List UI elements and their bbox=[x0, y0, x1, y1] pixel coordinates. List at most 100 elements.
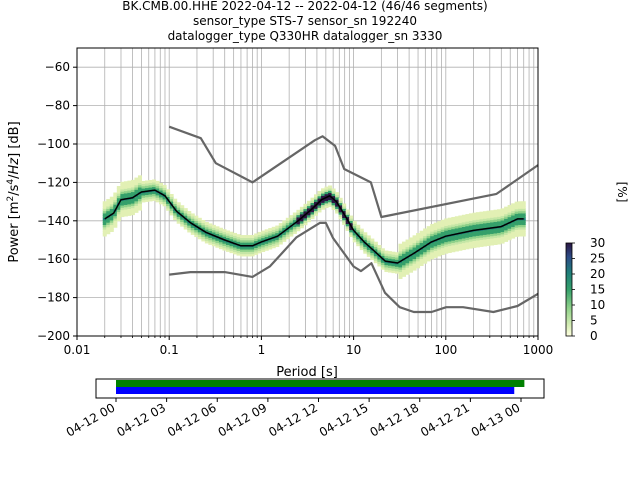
heatmap-cell bbox=[391, 267, 396, 271]
heatmap-cell bbox=[521, 208, 526, 212]
heatmap-cell bbox=[243, 237, 248, 241]
heatmap-cell bbox=[250, 237, 255, 241]
heatmap-cell bbox=[409, 258, 414, 262]
heatmap-cell bbox=[190, 224, 195, 228]
heatmap-cell bbox=[313, 210, 318, 214]
heatmap-cell bbox=[229, 233, 234, 237]
heatmap-cell bbox=[180, 223, 185, 227]
heatmap-cell bbox=[482, 213, 487, 217]
heatmap-cell bbox=[116, 186, 121, 190]
heatmap-cell bbox=[225, 230, 230, 234]
heatmap-cell bbox=[183, 215, 188, 219]
heatmap-cell bbox=[137, 207, 142, 211]
heatmap-cell bbox=[486, 238, 491, 242]
heatmap-cell bbox=[187, 224, 192, 228]
heatmap-cell bbox=[271, 226, 276, 230]
heatmap-cell bbox=[130, 189, 135, 193]
heatmap-cell bbox=[521, 219, 526, 223]
heatmap-cell bbox=[176, 218, 181, 222]
heatmap-cell bbox=[296, 216, 301, 220]
heatmap-cell bbox=[451, 244, 456, 248]
title-line-1: BK.CMB.00.HHE 2022-04-12 -- 2022-04-12 (… bbox=[122, 0, 487, 13]
heatmap-cell bbox=[366, 237, 371, 241]
heatmap-cell bbox=[130, 207, 135, 211]
heatmap-cell bbox=[134, 191, 139, 195]
heatmap-cell bbox=[507, 230, 512, 234]
heatmap-cell bbox=[271, 238, 276, 242]
heatmap-cell bbox=[345, 216, 350, 220]
heatmap-cell bbox=[306, 200, 311, 204]
heatmap-cell bbox=[412, 249, 417, 253]
heatmap-cell bbox=[197, 233, 202, 237]
heatmap-cell bbox=[398, 269, 403, 273]
heatmap-cell bbox=[303, 208, 308, 212]
heatmap-cell bbox=[521, 205, 526, 209]
heatmap-cell bbox=[292, 226, 297, 230]
heatmap-cell bbox=[426, 237, 431, 241]
heatmap-cell bbox=[500, 219, 505, 223]
heatmap-cell bbox=[145, 185, 150, 189]
heatmap-cell bbox=[116, 204, 121, 208]
heatmap-cell bbox=[416, 256, 421, 260]
heatmap-cell bbox=[479, 223, 484, 227]
heatmap-cell bbox=[416, 262, 421, 266]
heatmap-cell bbox=[486, 222, 491, 226]
heatmap-cell bbox=[218, 230, 223, 234]
y-tick-label: −180 bbox=[37, 291, 70, 305]
heatmap-cell bbox=[342, 217, 347, 221]
heatmap-cell bbox=[384, 250, 389, 254]
heatmap-cell bbox=[208, 228, 213, 232]
heatmap-cell bbox=[328, 201, 333, 205]
heatmap-cell bbox=[493, 218, 498, 222]
heatmap-cell bbox=[394, 252, 399, 256]
heatmap-cell bbox=[120, 195, 125, 199]
heatmap-cell bbox=[419, 242, 424, 246]
coverage-tick-label: 04-12 15 bbox=[317, 400, 371, 439]
heatmap-cell bbox=[130, 205, 135, 209]
heatmap-cell bbox=[187, 222, 192, 226]
heatmap-cell bbox=[317, 209, 322, 213]
heatmap-cell bbox=[145, 198, 150, 202]
heatmap-cell bbox=[102, 205, 107, 209]
heatmap-cell bbox=[458, 222, 463, 226]
heatmap-cell bbox=[405, 262, 410, 266]
heatmap-cell bbox=[289, 215, 294, 219]
heatmap-cell bbox=[486, 240, 491, 244]
heatmap-cell bbox=[447, 220, 452, 224]
heatmap-cell bbox=[377, 247, 382, 251]
heatmap-cell bbox=[433, 254, 438, 258]
heatmap-cell bbox=[416, 246, 421, 250]
heatmap-cell bbox=[116, 190, 121, 194]
heatmap-cell bbox=[176, 220, 181, 224]
heatmap-cell bbox=[465, 218, 470, 222]
heatmap-cell bbox=[458, 247, 463, 251]
heatmap-cell bbox=[472, 244, 477, 248]
heatmap-cell bbox=[423, 253, 428, 257]
heatmap-cell bbox=[102, 208, 107, 212]
heatmap-cell bbox=[254, 240, 259, 244]
heatmap-cell bbox=[180, 221, 185, 225]
heatmap-cell bbox=[169, 212, 174, 216]
heatmap-cell bbox=[180, 207, 185, 211]
heatmap-cell bbox=[116, 195, 121, 199]
heatmap-cell bbox=[423, 237, 428, 241]
heatmap-cell bbox=[123, 211, 128, 215]
heatmap-cell bbox=[472, 224, 477, 228]
heatmap-cell bbox=[240, 241, 245, 245]
heatmap-cell bbox=[306, 212, 311, 216]
heatmap-cell bbox=[109, 205, 114, 209]
heatmap-cell bbox=[148, 182, 153, 186]
heatmap-cell bbox=[317, 202, 322, 206]
heatmap-cell bbox=[490, 210, 495, 214]
heatmap-cell bbox=[169, 207, 174, 211]
heatmap-cell bbox=[468, 238, 473, 242]
heatmap-cell bbox=[190, 213, 195, 217]
heatmap-cell bbox=[116, 215, 121, 219]
heatmap-cell bbox=[264, 243, 269, 247]
heatmap-cell bbox=[109, 224, 114, 228]
heatmap-cell bbox=[345, 209, 350, 213]
heatmap-cell bbox=[402, 269, 407, 273]
heatmap-cell bbox=[356, 240, 361, 244]
heatmap-cell bbox=[338, 202, 343, 206]
heatmap-cell bbox=[187, 227, 192, 231]
